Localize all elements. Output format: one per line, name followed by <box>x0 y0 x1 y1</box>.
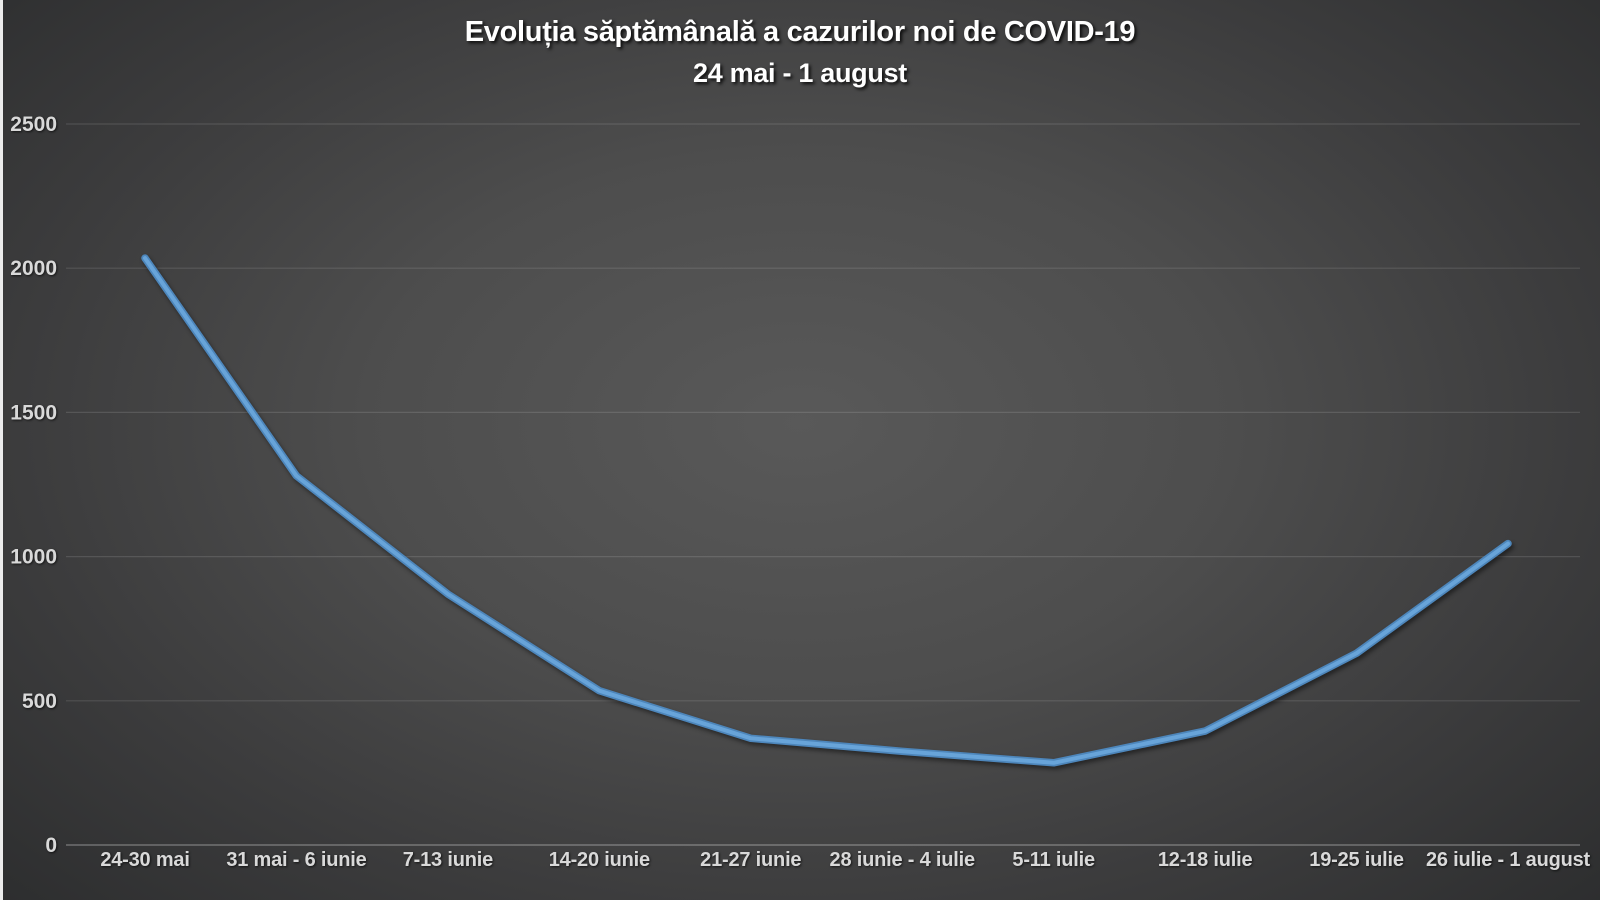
x-axis-labels-group: 24-30 mai 31 mai - 6 iunie 7-13 iunie 14-20… <box>100 849 1590 871</box>
y-tick-label: 2500 <box>10 113 57 136</box>
x-category-label: 28 iunie - 4 iulie <box>830 849 975 871</box>
x-category-label: 19-25 iulie <box>1309 849 1404 871</box>
x-category-label: 21-27 iunie <box>700 849 801 871</box>
y-axis-labels-group: 0 500 1000 1500 2000 2500 <box>10 113 57 857</box>
y-tick-label: 0 <box>45 834 57 857</box>
x-category-label: 31 mai - 6 iunie <box>226 849 366 871</box>
x-category-label: 26 iulie - 1 august <box>1426 849 1591 871</box>
series-line <box>143 256 1510 765</box>
x-category-label: 7-13 iunie <box>403 849 493 871</box>
series-group <box>141 254 1512 767</box>
x-category-label: 24-30 mai <box>100 849 189 871</box>
y-tick-label: 500 <box>22 690 57 713</box>
y-tick-label: 1500 <box>10 401 57 424</box>
y-tick-label: 2000 <box>10 257 57 280</box>
x-category-label: 14-20 iunie <box>549 849 650 871</box>
y-tick-label: 1000 <box>10 546 57 569</box>
series-line-outline <box>141 254 1512 767</box>
left-edge-strip <box>0 0 3 900</box>
gridlines-group <box>66 123 1580 846</box>
x-category-label: 12-18 iulie <box>1158 849 1253 871</box>
x-category-label: 5-11 iulie <box>1012 849 1095 871</box>
